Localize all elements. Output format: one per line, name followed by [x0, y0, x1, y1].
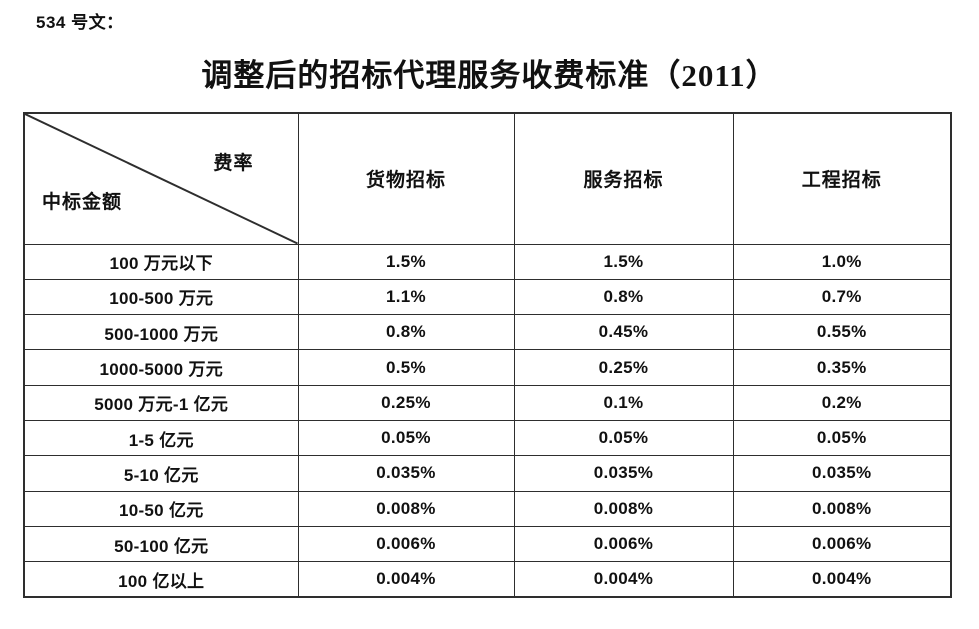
service-rate-cell: 0.1% — [513, 384, 734, 421]
goods-rate-cell: 0.035% — [297, 455, 515, 492]
amount-cell: 100-500 万元 — [23, 278, 299, 316]
goods-rate-cell: 0.004% — [297, 561, 515, 598]
goods-rate-cell: 0.8% — [297, 314, 515, 351]
amount-cell: 5-10 亿元 — [23, 455, 299, 492]
service-rate-cell: 0.008% — [513, 490, 734, 527]
table-row: 500-1000 万元 0.8% 0.45% 0.55% — [23, 314, 952, 351]
goods-rate-cell: 0.25% — [297, 384, 515, 421]
engineering-rate-cell: 0.006% — [732, 525, 952, 563]
table-row: 50-100 亿元 0.006% 0.006% 0.006% — [23, 525, 952, 563]
corner-header-cell: 费率 中标金额 — [23, 112, 299, 245]
service-rate-cell: 0.004% — [513, 561, 734, 598]
service-rate-cell: 1.5% — [513, 243, 734, 280]
engineering-rate-cell: 0.7% — [732, 278, 952, 316]
amount-cell: 10-50 亿元 — [23, 490, 299, 527]
diagonal-line — [25, 114, 298, 244]
table-row: 10-50 亿元 0.008% 0.008% 0.008% — [23, 490, 952, 527]
amount-cell: 1000-5000 万元 — [23, 349, 299, 386]
engineering-rate-cell: 0.035% — [732, 455, 952, 492]
table-row: 100 亿以上 0.004% 0.004% 0.004% — [23, 561, 952, 598]
goods-rate-cell: 1.5% — [297, 243, 515, 280]
amount-cell: 1-5 亿元 — [23, 419, 299, 457]
corner-label-amount: 中标金额 — [42, 191, 123, 213]
table-row: 5-10 亿元 0.035% 0.035% 0.035% — [23, 455, 952, 492]
engineering-rate-cell: 0.55% — [732, 314, 952, 351]
goods-rate-cell: 0.008% — [297, 490, 515, 527]
amount-cell: 100 万元以下 — [23, 243, 299, 280]
column-header-service: 服务招标 — [513, 112, 734, 245]
amount-cell: 5000 万元-1 亿元 — [23, 384, 299, 421]
engineering-rate-cell: 0.2% — [732, 384, 952, 421]
header-row: 费率 中标金额 货物招标 服务招标 工程招标 — [23, 112, 952, 245]
page-title: 调整后的招标代理服务收费标准（2011） — [201, 58, 778, 93]
service-rate-cell: 0.035% — [513, 455, 734, 492]
corner-label-rate: 费率 — [213, 153, 254, 174]
amount-cell: 500-1000 万元 — [23, 314, 299, 351]
column-header-engineering: 工程招标 — [732, 112, 952, 245]
service-rate-cell: 0.25% — [513, 349, 734, 386]
engineering-rate-cell: 0.004% — [732, 561, 952, 598]
table-row: 100 万元以下 1.5% 1.5% 1.0% — [23, 243, 952, 280]
service-rate-cell: 0.45% — [513, 314, 734, 351]
table-row: 5000 万元-1 亿元 0.25% 0.1% 0.2% — [23, 384, 952, 421]
amount-cell: 100 亿以上 — [23, 561, 299, 598]
engineering-rate-cell: 0.008% — [732, 490, 952, 527]
table-row: 1000-5000 万元 0.5% 0.25% 0.35% — [23, 349, 952, 386]
goods-rate-cell: 1.1% — [297, 278, 515, 316]
doc-number-label: 534 号文： — [36, 13, 124, 32]
engineering-rate-cell: 1.0% — [732, 243, 952, 280]
amount-cell: 50-100 亿元 — [23, 525, 299, 563]
column-header-goods: 货物招标 — [297, 112, 515, 245]
engineering-rate-cell: 0.05% — [732, 419, 952, 457]
service-rate-cell: 0.05% — [513, 419, 734, 457]
engineering-rate-cell: 0.35% — [732, 349, 952, 386]
goods-rate-cell: 0.006% — [297, 525, 515, 563]
service-rate-cell: 0.8% — [513, 278, 734, 316]
goods-rate-cell: 0.5% — [297, 349, 515, 386]
goods-rate-cell: 0.05% — [297, 419, 515, 457]
service-rate-cell: 0.006% — [513, 525, 734, 563]
table-row: 100-500 万元 1.1% 0.8% 0.7% — [23, 278, 952, 316]
fee-rate-table: 费率 中标金额 货物招标 服务招标 工程招标 100 万元以下 1.5% 1.5… — [23, 112, 952, 598]
table-row: 1-5 亿元 0.05% 0.05% 0.05% — [23, 419, 952, 457]
